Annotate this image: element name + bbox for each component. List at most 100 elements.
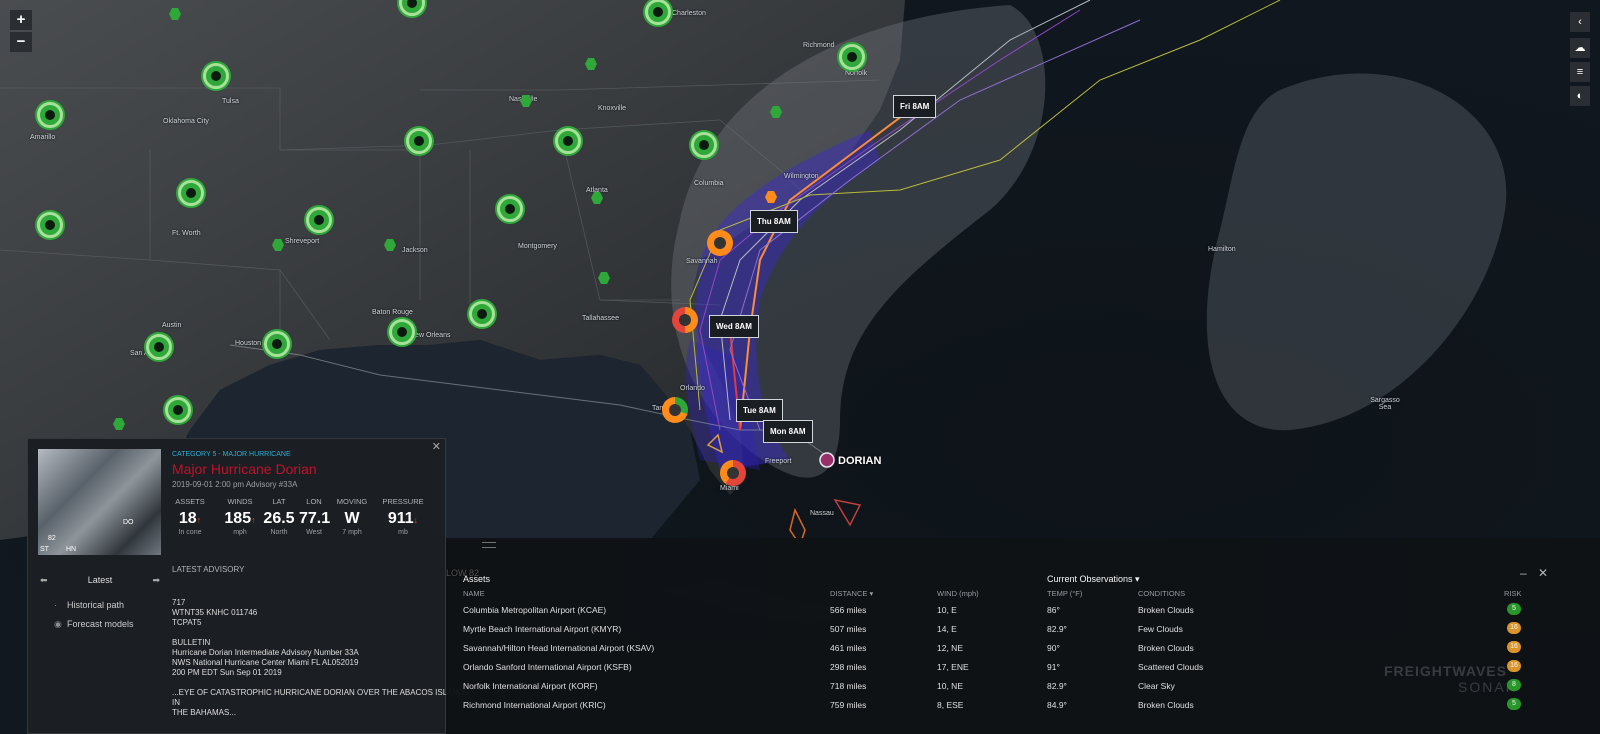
cell-temp: 90°	[1047, 643, 1060, 653]
city-label: Atlanta	[586, 187, 608, 194]
close-button[interactable]: ✕	[1538, 566, 1549, 580]
city-label: Norfolk	[845, 70, 868, 77]
col-header-wind[interactable]: WIND (mph)	[937, 589, 979, 598]
asset-marker[interactable]	[146, 334, 172, 360]
asset-hex-marker[interactable]	[770, 106, 782, 118]
observations-dropdown[interactable]: Current Observations ▾	[1047, 574, 1140, 584]
asset-marker[interactable]	[645, 0, 671, 25]
asset-hex-marker[interactable]	[520, 95, 532, 107]
asset-marker[interactable]	[406, 128, 432, 154]
asset-hex-marker[interactable]	[113, 418, 125, 430]
cell-conditions: Broken Clouds	[1138, 643, 1194, 653]
col-header-conditions[interactable]: CONDITIONS	[1138, 589, 1186, 598]
asset-marker[interactable]	[555, 128, 581, 154]
city-label: Freeport	[765, 458, 792, 465]
forecast-tag: Mon 8AM	[763, 420, 813, 443]
stat-moving: MOVING W 7 mph	[336, 497, 368, 536]
thumb-label: 82	[48, 535, 56, 542]
col-header-risk[interactable]: RISK	[1504, 589, 1522, 598]
asset-marker[interactable]	[839, 44, 865, 70]
asset-marker[interactable]	[691, 132, 717, 158]
cell-wind: 10, NE	[937, 681, 963, 691]
city-label: Wilmington	[784, 173, 819, 180]
advisory-line: IN	[172, 698, 180, 707]
asset-marker[interactable]	[165, 397, 191, 423]
advisory-line: 200 PM EDT Sun Sep 01 2019	[172, 668, 282, 677]
asset-marker[interactable]	[497, 196, 523, 222]
col-header-temp[interactable]: TEMP (°F)	[1047, 589, 1083, 598]
forecast-models-toggle[interactable]: ◉ Forecast models	[54, 619, 134, 629]
arrow-right-icon[interactable]: ➡	[152, 575, 160, 585]
cell-distance: 566 miles	[830, 605, 867, 615]
asset-marker[interactable]	[37, 102, 63, 128]
col-header-distance[interactable]: DISTANCE ▾	[830, 589, 874, 598]
table-row[interactable]: Savannah/Hilton Head International Airpo…	[446, 639, 1600, 658]
city-label: Savannah	[686, 258, 718, 265]
cell-wind: 12, NE	[937, 643, 963, 653]
forecast-tag: Tue 8AM	[736, 399, 783, 422]
advisory-line: THE BAHAMAS...	[172, 708, 237, 717]
cell-distance: 298 miles	[830, 662, 867, 672]
stat-lon: LON 77.1 West	[299, 497, 331, 536]
minimize-button[interactable]: –	[1520, 566, 1527, 580]
table-row[interactable]: Norfolk International Airport (KORF) 718 …	[446, 677, 1600, 696]
chat-icon[interactable]: ◐	[1570, 86, 1590, 106]
close-icon[interactable]: ✕	[431, 441, 441, 453]
asset-hex-marker[interactable]	[591, 192, 603, 204]
col-header-name[interactable]: NAME	[463, 589, 485, 598]
city-label: Amarillo	[30, 134, 56, 141]
asset-marker[interactable]	[37, 212, 63, 238]
assets-panel: LOW 82 Assets Current Observations ▾ – ✕…	[446, 538, 1600, 734]
advisory-line: BULLETIN	[172, 638, 211, 647]
city-label: Knoxville	[598, 105, 627, 112]
latest-label: Latest	[87, 575, 113, 585]
collapse-icon[interactable]: ‹	[1570, 12, 1590, 32]
cell-temp: 86°	[1047, 605, 1060, 615]
asset-hex-marker[interactable]	[272, 239, 284, 251]
cell-conditions: Clear Sky	[1138, 681, 1175, 691]
city-label: Sargasso Sea	[1370, 397, 1400, 411]
risk-badge: 8	[1507, 679, 1521, 691]
asset-marker[interactable]	[306, 207, 332, 233]
risk-donut-marker[interactable]	[720, 460, 746, 486]
cell-conditions: Broken Clouds	[1138, 605, 1194, 615]
historical-path-toggle[interactable]: · Historical path	[54, 600, 125, 610]
table-row[interactable]: Myrtle Beach International Airport (KMYR…	[446, 620, 1600, 639]
cell-wind: 10, E	[937, 605, 957, 615]
table-row[interactable]: Richmond International Airport (KRIC) 759…	[446, 696, 1600, 715]
asset-hex-marker[interactable]	[585, 58, 597, 70]
thumb-label: HN	[66, 546, 77, 553]
arrow-left-icon[interactable]: ⬅	[40, 575, 48, 585]
cell-distance: 461 miles	[830, 643, 867, 653]
risk-donut-marker[interactable]	[707, 230, 733, 256]
city-label: Jackson	[402, 247, 428, 254]
asset-marker[interactable]	[264, 331, 290, 357]
cloud-icon[interactable]: ☁	[1570, 38, 1590, 58]
city-label: Oklahoma City	[163, 118, 209, 125]
cell-name: Orlando Sanford International Airport (K…	[463, 662, 632, 672]
asset-marker[interactable]	[203, 63, 229, 89]
satellite-thumbnail[interactable]: ST HN DO 82	[38, 449, 161, 555]
asset-hex-marker[interactable]	[765, 191, 777, 203]
stat-lat: LAT 26.5 North	[263, 497, 295, 536]
zoom-out-button[interactable]: −	[10, 32, 32, 52]
asset-marker[interactable]	[469, 301, 495, 327]
asset-hex-marker[interactable]	[169, 8, 181, 20]
advisory-line: WTNT35 KNHC 011746	[172, 608, 258, 617]
cell-name: Norfolk International Airport (KORF)	[463, 681, 598, 691]
zoom-in-button[interactable]: +	[10, 10, 32, 30]
cell-distance: 718 miles	[830, 681, 867, 691]
asset-marker[interactable]	[178, 180, 204, 206]
asset-hex-marker[interactable]	[384, 239, 396, 251]
table-row[interactable]: Columbia Metropolitan Airport (KCAE) 566 …	[446, 601, 1600, 620]
cell-temp: 84.9°	[1047, 700, 1067, 710]
cell-wind: 17, ENE	[937, 662, 969, 672]
risk-donut-marker[interactable]	[662, 397, 688, 423]
risk-donut-marker[interactable]	[672, 307, 698, 333]
asset-marker[interactable]	[399, 0, 425, 16]
asset-hex-marker[interactable]	[598, 272, 610, 284]
drag-handle[interactable]	[482, 542, 496, 548]
table-row[interactable]: Orlando Sanford International Airport (K…	[446, 658, 1600, 677]
asset-marker[interactable]	[389, 319, 415, 345]
layers-icon[interactable]: ≡	[1570, 62, 1590, 82]
